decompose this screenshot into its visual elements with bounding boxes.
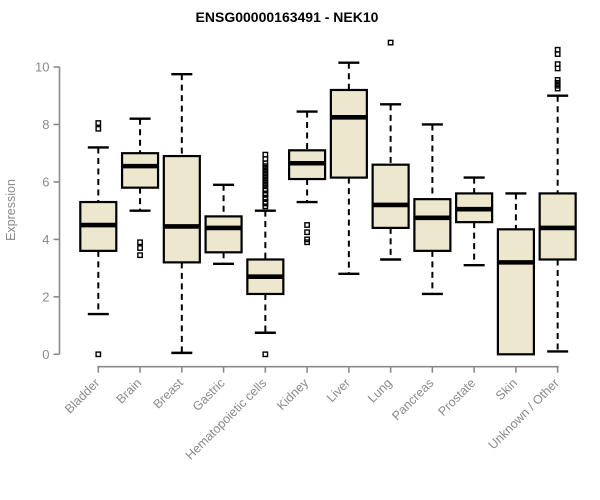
- box-rect: [204, 215, 243, 254]
- outlier-point: [95, 125, 102, 132]
- boxplot-pancreas: [413, 123, 452, 296]
- outlier-point: [554, 51, 561, 57]
- y-tick-label: 0: [42, 347, 49, 362]
- boxplot-bladder: [79, 120, 118, 358]
- x-tick-label: Hematopoietic cells: [183, 376, 270, 463]
- outlier-point: [304, 222, 310, 228]
- outlier-point: [262, 203, 269, 210]
- boxplot-brain: [120, 117, 160, 259]
- outlier-point: [137, 252, 143, 259]
- y-tick-label: 6: [42, 174, 49, 189]
- x-tick-label: Prostate: [435, 376, 478, 419]
- x-tick-label: Liver: [324, 376, 353, 405]
- box-rect: [162, 154, 201, 264]
- x-tick-label: Gastric: [190, 376, 228, 414]
- y-tick-label: 8: [42, 117, 49, 132]
- box-rect: [329, 88, 368, 179]
- boxplot-kidney: [288, 110, 327, 246]
- box-rect: [120, 152, 160, 189]
- boxes-layer: [79, 39, 577, 358]
- x-tick-label: Skin: [493, 376, 520, 403]
- boxplot-prostate: [455, 176, 494, 267]
- y-axis-label: Expression: [4, 179, 18, 241]
- y-tick-label: 4: [42, 232, 49, 247]
- outlier-point: [137, 245, 143, 251]
- outlier-point: [554, 65, 561, 72]
- x-tick-label: Brain: [114, 376, 145, 407]
- boxplot-liver: [329, 61, 368, 276]
- x-tick-label: Kidney: [274, 375, 311, 412]
- outlier-point: [95, 120, 102, 126]
- outlier-point: [262, 351, 269, 358]
- boxplot-unknown-other: [538, 46, 577, 353]
- chart-title: ENSG00000163491 - NEK10: [196, 9, 379, 25]
- x-tick-label: Unknown / Other: [486, 376, 562, 452]
- x-tick-label: Lung: [365, 376, 395, 406]
- x-tick-label: Pancreas: [389, 376, 436, 423]
- box-rect: [496, 228, 535, 356]
- boxplot-gastric: [204, 183, 243, 266]
- outlier-point: [387, 39, 394, 46]
- x-tick-label: Bladder: [62, 376, 102, 416]
- y-tick-label: 10: [35, 60, 49, 75]
- boxplot-breast: [162, 72, 201, 355]
- boxplot-lung: [371, 39, 410, 261]
- boxplot-hematopoietic-cells: [246, 151, 285, 358]
- outlier-point: [304, 229, 310, 236]
- x-tick-label: Breast: [150, 376, 186, 412]
- outlier-point: [95, 351, 102, 358]
- boxplot-skin: [496, 192, 535, 356]
- outlier-point: [304, 239, 310, 246]
- outlier-point: [554, 85, 561, 92]
- outlier-point: [137, 239, 143, 246]
- y-axis: 0 2 4 6 8 10: [35, 60, 61, 362]
- y-tick-label: 2: [42, 289, 49, 304]
- box-rect: [371, 163, 410, 229]
- box-rect: [413, 198, 452, 252]
